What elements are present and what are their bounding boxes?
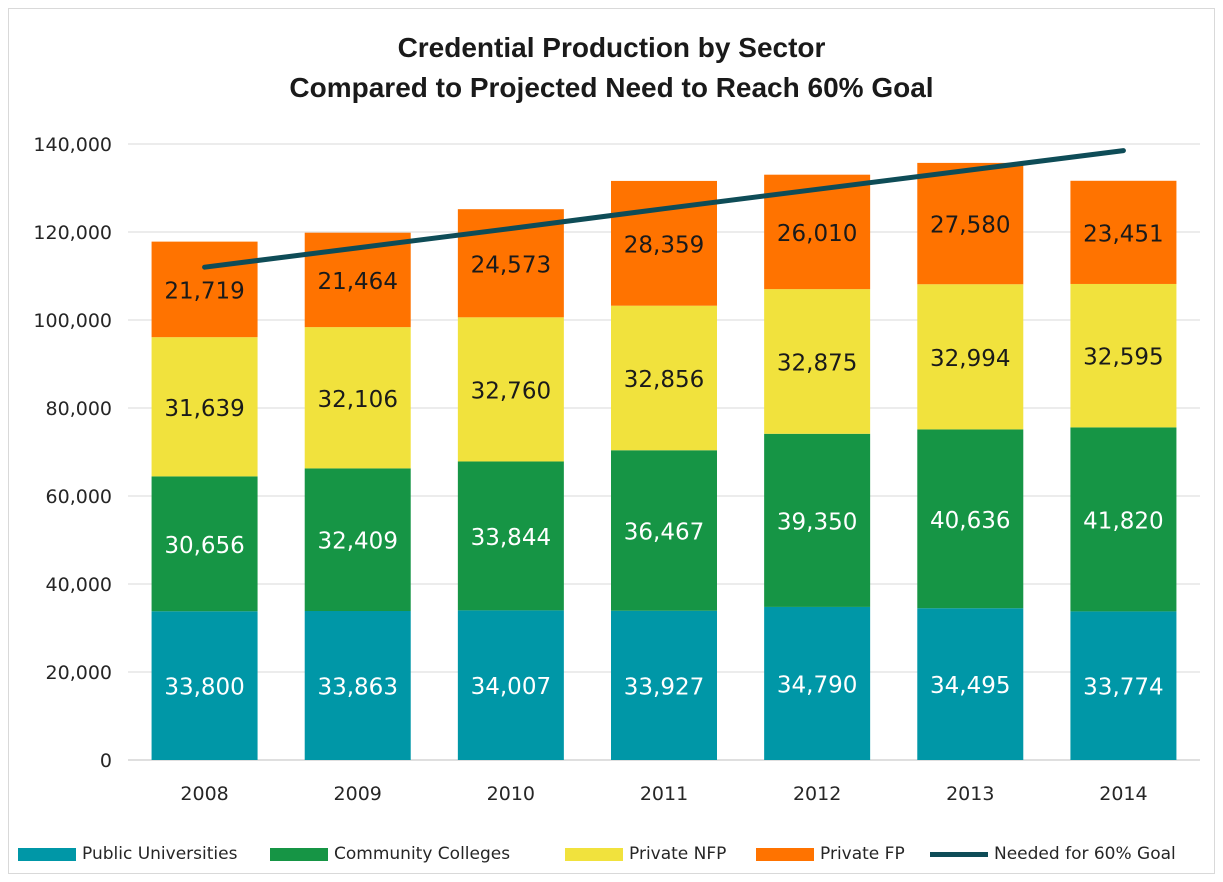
bar-segment <box>304 327 411 469</box>
bar-segment <box>1070 180 1177 284</box>
legend-line-marker <box>930 851 988 857</box>
data-label: 41,820 <box>1083 508 1163 534</box>
data-label: 32,875 <box>777 350 857 376</box>
data-label: 31,639 <box>164 396 244 422</box>
legend: Public Universities Community Colleges Pri… <box>0 842 1223 866</box>
bar-segment <box>917 162 1024 285</box>
legend-item: Needed for 60% Goal <box>930 842 1176 866</box>
bar-segment <box>304 611 411 760</box>
bar-segment <box>764 606 871 760</box>
y-tick-label: 80,000 <box>46 398 112 420</box>
data-label: 32,856 <box>624 367 704 393</box>
chart-title: Credential Production by Sector <box>397 32 826 63</box>
y-tick-label: 0 <box>100 750 112 772</box>
goal-line-series <box>202 148 1126 270</box>
bar-segment <box>764 433 871 607</box>
data-label: 32,760 <box>471 378 551 404</box>
data-label: 26,010 <box>777 221 857 247</box>
bar-segment <box>457 317 564 462</box>
data-label: 33,844 <box>471 525 551 551</box>
data-label: 33,774 <box>1083 675 1163 701</box>
legend-swatch <box>565 847 623 861</box>
bar-segment <box>611 610 717 760</box>
legend-label: Needed for 60% Goal <box>994 844 1176 864</box>
data-label: 34,495 <box>930 673 1010 699</box>
x-tick-label: 2009 <box>334 783 382 805</box>
legend-label: Private NFP <box>629 844 727 864</box>
x-tick-label: 2010 <box>487 783 535 805</box>
data-label: 24,573 <box>471 252 551 278</box>
y-tick-label: 40,000 <box>46 574 112 596</box>
bar-segment <box>457 461 564 611</box>
bar-segment <box>1070 427 1177 612</box>
legend-label: Private FP <box>820 844 905 864</box>
stacked-bar-chart: 0 20,000 40,000 60,000 80,000 100,000 120,000 1… <box>33 134 1200 805</box>
data-label: 32,106 <box>317 387 397 413</box>
legend-item: Public Universities <box>18 842 237 866</box>
x-axis: 2008 2009 2010 2011 2012 2013 2014 <box>180 783 1147 805</box>
y-tick-label: 20,000 <box>46 662 112 684</box>
data-label: 36,467 <box>624 519 704 545</box>
bars: 33,800 30,656 31,639 21,719 33,863 32,409 32,1… <box>151 162 1177 760</box>
legend-item: Community Colleges <box>270 842 510 866</box>
bar-segment <box>917 429 1024 609</box>
data-label: 33,800 <box>164 675 244 701</box>
legend-swatch <box>270 847 328 861</box>
y-tick-label: 140,000 <box>33 134 112 156</box>
data-label: 40,636 <box>930 508 1010 534</box>
x-tick-label: 2013 <box>946 783 994 805</box>
legend-label: Community Colleges <box>334 844 511 864</box>
data-label: 33,863 <box>317 675 397 701</box>
data-label: 32,994 <box>930 346 1010 372</box>
bar-segment <box>151 611 258 760</box>
data-label: 34,007 <box>471 674 551 700</box>
goal-line <box>202 148 1126 270</box>
data-label: 34,790 <box>777 672 857 698</box>
x-tick-label: 2014 <box>1099 783 1147 805</box>
data-label: 21,464 <box>317 269 397 295</box>
chart-subtitle: Compared to Projected Need to Reach 60% … <box>289 72 934 103</box>
x-tick-label: 2008 <box>180 783 228 805</box>
y-axis: 0 20,000 40,000 60,000 80,000 100,000 120,000 1… <box>33 134 112 772</box>
bar-segment <box>917 608 1024 760</box>
data-label: 28,359 <box>624 232 704 258</box>
bar-segment <box>151 241 258 338</box>
x-tick-label: 2012 <box>793 783 841 805</box>
data-label: 32,409 <box>317 529 397 555</box>
data-label: 27,580 <box>930 213 1010 239</box>
data-label: 32,595 <box>1083 345 1163 371</box>
bar-segment <box>1070 611 1177 760</box>
bar-segment <box>917 284 1024 430</box>
bar-segment <box>611 450 717 611</box>
y-tick-label: 100,000 <box>33 310 112 332</box>
bar-segment <box>1070 283 1177 428</box>
bar-segment <box>151 337 258 477</box>
bar-segment <box>457 610 564 760</box>
bar-segment <box>151 476 258 612</box>
y-tick-label: 120,000 <box>33 222 112 244</box>
legend-label: Public Universities <box>82 844 238 864</box>
legend-item: Private FP <box>756 842 905 866</box>
x-tick-label: 2011 <box>640 783 688 805</box>
bar-segment <box>764 289 871 434</box>
data-label: 30,656 <box>164 533 244 559</box>
legend-item: Private NFP <box>565 842 726 866</box>
bar-segment <box>611 305 717 451</box>
data-label: 23,451 <box>1083 221 1163 247</box>
data-label: 33,927 <box>624 674 704 700</box>
y-tick-label: 60,000 <box>46 486 112 508</box>
bar-segment <box>304 468 411 612</box>
data-label: 39,350 <box>777 509 857 535</box>
data-label: 21,719 <box>164 278 244 304</box>
legend-swatch <box>756 847 814 861</box>
legend-swatch <box>18 847 76 861</box>
